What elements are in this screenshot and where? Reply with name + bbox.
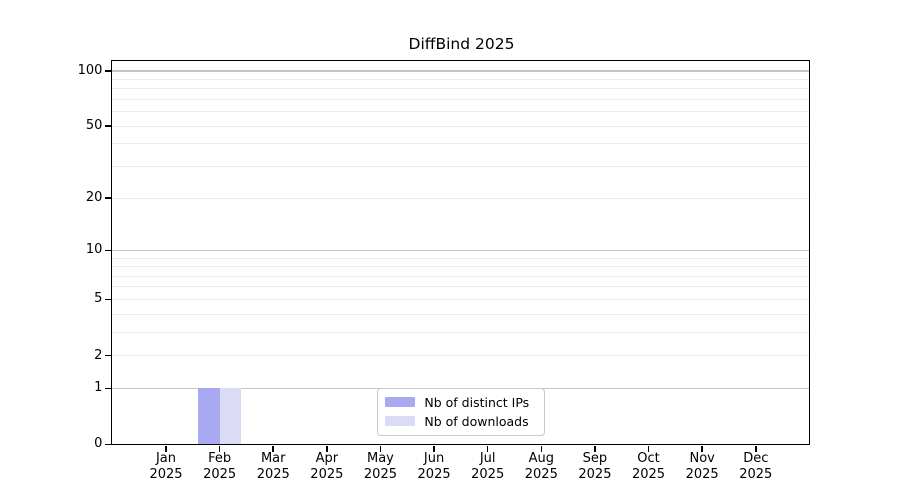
x-tickmark-jul (486, 445, 489, 452)
gridline-minor-5 (112, 298, 810, 300)
gridline-minor-3 (112, 331, 810, 333)
y-tickmark-0 (105, 443, 111, 446)
x-tickmark-apr (326, 445, 328, 452)
x-tick-label-aug: Aug 2025 (524, 451, 558, 482)
y-tickmark-50 (105, 125, 111, 128)
x-tickmark-jan (165, 445, 167, 452)
x-tickmark-dec (754, 445, 757, 452)
gridline-minor-9 (112, 257, 810, 259)
y-tick-label-10: 10 (85, 242, 103, 258)
legend-label-downloads: Nb of downloads (424, 413, 529, 429)
x-tick-label-dec: Dec 2025 (739, 451, 773, 482)
gridline-minor-70 (112, 98, 810, 100)
gridline-minor-6 (112, 286, 810, 288)
x-tickmark-oct (647, 445, 650, 452)
gridline-minor-8 (112, 266, 810, 268)
x-tick-label-feb: Feb 2025 (203, 451, 237, 482)
x-tick-label-mar: Mar 2025 (256, 451, 290, 482)
gridline-minor-30 (112, 166, 810, 168)
y-tickmark-100 (105, 70, 111, 72)
y-tick-label-1: 1 (94, 380, 103, 396)
x-tick-label-may: May 2025 (363, 451, 397, 482)
gridline-minor-4 (112, 313, 810, 315)
x-tickmark-nov (701, 445, 703, 452)
x-tickmark-sep (594, 445, 596, 452)
y-tick-label-100: 100 (77, 62, 103, 78)
x-tickmark-mar (272, 445, 275, 452)
gridline-minor-90 (112, 78, 810, 80)
y-tick-label-5: 5 (94, 291, 103, 307)
y-tickmark-20 (105, 197, 111, 199)
gridline-10 (112, 249, 810, 251)
x-tick-label-apr: Apr 2025 (310, 451, 344, 482)
gridline-100 (112, 70, 810, 72)
gridline-minor-80 (112, 88, 810, 90)
legend-swatch-distinct-ips (385, 397, 416, 408)
x-tickmark-jun (433, 445, 435, 452)
x-tick-label-nov: Nov 2025 (685, 451, 719, 482)
x-tick-label-jan: Jan 2025 (149, 451, 183, 482)
x-tickmark-aug (540, 445, 543, 452)
x-tick-label-jul: Jul 2025 (471, 451, 505, 482)
legend: Nb of distinct IPs Nb of downloads (377, 387, 546, 436)
legend-item-downloads: Nb of downloads (385, 412, 537, 431)
plot-area: 0 1 2 5 10 20 50 100 Jan 2025 Feb 2025 Mar 2025 Apr 202… (78, 60, 811, 482)
y-tick-label-20: 20 (85, 190, 103, 206)
gridline-minor-50 (112, 125, 810, 127)
bar-nb-of-distinct-ips-feb (198, 388, 220, 445)
gridline-minor-20 (112, 197, 810, 199)
x-tick-label-jun: Jun 2025 (417, 451, 451, 482)
gridline-minor-7 (112, 275, 810, 277)
bar-nb-of-downloads-feb (219, 388, 242, 445)
x-tickmark-may (379, 445, 382, 452)
gridline-minor-40 (112, 143, 810, 145)
legend-label-distinct-ips: Nb of distinct IPs (424, 394, 530, 410)
y-tick-label-50: 50 (85, 118, 103, 134)
y-tickmark-10 (105, 249, 111, 252)
gridline-minor-60 (112, 111, 810, 113)
y-tickmark-2 (105, 354, 111, 357)
legend-swatch-downloads (385, 416, 416, 427)
y-tickmark-1 (105, 387, 111, 390)
y-tickmark-5 (105, 298, 111, 301)
gridline-minor-2 (112, 355, 810, 356)
y-tick-label-0: 0 (94, 436, 103, 452)
y-tick-label-2: 2 (94, 347, 103, 363)
x-tickmark-feb (218, 445, 221, 452)
x-tick-label-sep: Sep 2025 (578, 451, 612, 482)
legend-item-distinct-ips: Nb of distinct IPs (385, 393, 537, 412)
x-tick-label-oct: Oct 2025 (631, 451, 666, 482)
chart-title: DiffBind 2025 (408, 35, 515, 53)
